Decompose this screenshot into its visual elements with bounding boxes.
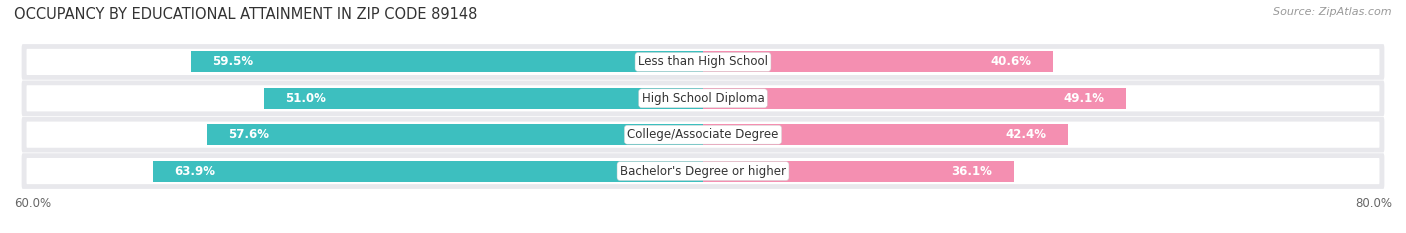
Text: Bachelor's Degree or higher: Bachelor's Degree or higher xyxy=(620,164,786,178)
Bar xyxy=(703,51,1053,72)
FancyBboxPatch shape xyxy=(21,153,1385,189)
FancyBboxPatch shape xyxy=(21,117,1385,153)
Bar xyxy=(703,88,1126,109)
Text: 80.0%: 80.0% xyxy=(1355,196,1392,209)
Text: Source: ZipAtlas.com: Source: ZipAtlas.com xyxy=(1274,7,1392,17)
FancyBboxPatch shape xyxy=(27,49,1379,75)
Bar xyxy=(207,124,703,145)
Bar xyxy=(703,124,1069,145)
Text: High School Diploma: High School Diploma xyxy=(641,92,765,105)
Text: 57.6%: 57.6% xyxy=(229,128,270,141)
Text: Less than High School: Less than High School xyxy=(638,55,768,69)
Text: 59.5%: 59.5% xyxy=(212,55,253,69)
Bar xyxy=(703,161,1014,182)
Text: 36.1%: 36.1% xyxy=(952,164,993,178)
Text: 49.1%: 49.1% xyxy=(1063,92,1104,105)
Bar xyxy=(153,161,703,182)
Text: 60.0%: 60.0% xyxy=(14,196,51,209)
FancyBboxPatch shape xyxy=(27,158,1379,184)
Legend: Owner-occupied, Renter-occupied: Owner-occupied, Renter-occupied xyxy=(576,230,830,233)
FancyBboxPatch shape xyxy=(27,85,1379,111)
Text: 63.9%: 63.9% xyxy=(174,164,215,178)
Text: 51.0%: 51.0% xyxy=(285,92,326,105)
Text: 40.6%: 40.6% xyxy=(990,55,1031,69)
Bar xyxy=(191,51,703,72)
Text: 42.4%: 42.4% xyxy=(1005,128,1046,141)
Text: College/Associate Degree: College/Associate Degree xyxy=(627,128,779,141)
FancyBboxPatch shape xyxy=(21,44,1385,80)
Bar xyxy=(264,88,703,109)
Text: OCCUPANCY BY EDUCATIONAL ATTAINMENT IN ZIP CODE 89148: OCCUPANCY BY EDUCATIONAL ATTAINMENT IN Z… xyxy=(14,7,478,22)
FancyBboxPatch shape xyxy=(21,80,1385,116)
FancyBboxPatch shape xyxy=(27,122,1379,148)
